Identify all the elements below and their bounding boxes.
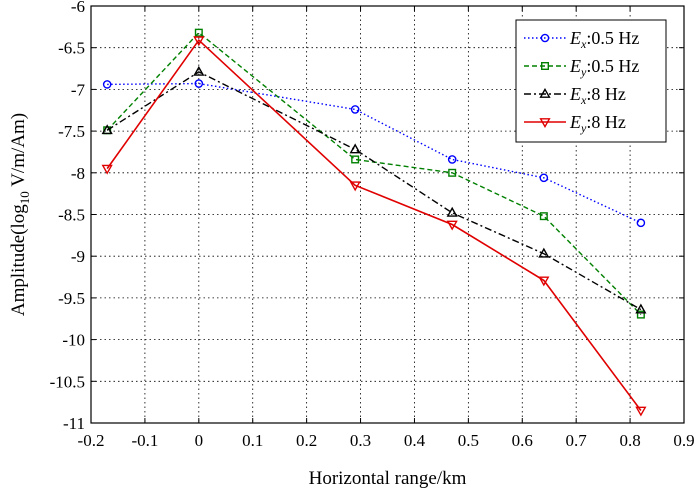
y-tick-label: -9 bbox=[71, 247, 85, 266]
y-tick-label: -11 bbox=[63, 414, 85, 433]
y-tick-label: -10.5 bbox=[50, 372, 85, 391]
x-tick-label: 0.4 bbox=[404, 431, 426, 450]
legend-marker bbox=[541, 62, 550, 71]
x-tick-label: -0.2 bbox=[78, 431, 105, 450]
x-tick-label: 0.2 bbox=[296, 431, 317, 450]
y-tick-label: -10 bbox=[62, 331, 85, 350]
data-point bbox=[102, 80, 112, 89]
data-point bbox=[447, 155, 457, 164]
data-point bbox=[194, 79, 204, 88]
x-tick-label: 0 bbox=[195, 431, 204, 450]
data-point bbox=[349, 181, 361, 192]
y-axis-title-suffix: V/m/Am) bbox=[8, 113, 29, 191]
data-point bbox=[636, 310, 645, 319]
x-axis-tick-labels: -0.2 -0.1 0 0.1 0.2 0.3 0.4 0.5 0.6 0.7 0.8 0.9 bbox=[78, 431, 695, 450]
y-axis-tick-labels: -6 -6.5 -7 -7.5 -8 -8.5 -9 -9.5 -10 -10.5 -11 bbox=[50, 0, 86, 433]
legend-label: Ex:8 Hz bbox=[569, 84, 626, 107]
legend-label: Ex:0.5 Hz bbox=[569, 28, 639, 51]
x-tick-label: 0.5 bbox=[458, 431, 479, 450]
series-4 bbox=[101, 36, 647, 417]
data-point bbox=[538, 276, 550, 287]
x-tick-label: 0.3 bbox=[350, 431, 371, 450]
series-line bbox=[106, 38, 642, 411]
legend-item: Ex:0.5 Hz bbox=[524, 28, 639, 51]
series-line bbox=[107, 82, 642, 224]
y-tick-label: -7 bbox=[71, 80, 86, 99]
y-axis-title-prefix: Amplitude(log bbox=[8, 204, 29, 316]
data-point bbox=[448, 168, 457, 177]
legend-item: Ex:8 Hz bbox=[524, 84, 626, 107]
data-point bbox=[101, 164, 113, 175]
data-point bbox=[636, 218, 646, 228]
x-tick-label: 0.9 bbox=[673, 431, 694, 450]
y-tick-label: -6 bbox=[71, 0, 85, 16]
x-tick-label: 0.7 bbox=[566, 431, 588, 450]
legend-item: Ey:8 Hz bbox=[524, 112, 626, 135]
data-point bbox=[539, 173, 549, 183]
series-group bbox=[101, 28, 647, 417]
series-3 bbox=[101, 65, 647, 314]
data-point bbox=[101, 124, 113, 135]
y-tick-label: -8.5 bbox=[58, 206, 85, 225]
data-point bbox=[538, 247, 550, 258]
data-point bbox=[351, 155, 360, 164]
x-tick-label: -0.1 bbox=[131, 431, 158, 450]
x-tick-label: 0.6 bbox=[512, 431, 533, 450]
y-axis-title-subscript: 10 bbox=[17, 191, 32, 204]
series-line bbox=[106, 31, 642, 316]
x-axis-title: Horizontal range/km bbox=[309, 468, 467, 489]
data-point bbox=[193, 65, 205, 76]
legend-item: Ey:0.5 Hz bbox=[524, 56, 639, 79]
y-tick-label: -6.5 bbox=[58, 39, 85, 58]
data-point bbox=[539, 212, 548, 221]
data-point bbox=[446, 206, 458, 217]
y-tick-label: -7.5 bbox=[58, 122, 85, 141]
legend-marker bbox=[540, 33, 550, 43]
data-point bbox=[350, 105, 360, 114]
data-point bbox=[349, 143, 361, 154]
y-tick-label: -8 bbox=[71, 164, 85, 183]
series-1 bbox=[102, 79, 646, 228]
grid bbox=[91, 6, 684, 423]
legend-label: Ey:0.5 Hz bbox=[569, 56, 639, 79]
legend-marker bbox=[539, 118, 551, 129]
legend-label: Ey:8 Hz bbox=[569, 112, 626, 135]
data-point bbox=[194, 28, 203, 37]
y-tick-label: -9.5 bbox=[58, 289, 85, 308]
data-point bbox=[635, 303, 647, 314]
series-line bbox=[106, 71, 642, 311]
data-point bbox=[635, 406, 647, 417]
axis-ticks bbox=[90, 5, 685, 424]
data-point bbox=[446, 220, 458, 231]
x-tick-label: 0.8 bbox=[619, 431, 640, 450]
legend: Ex:0.5 Hz Ey:0.5 Hz Ex:8 Hz Ey:8 Hz bbox=[515, 19, 667, 143]
x-tick-label: 0.1 bbox=[242, 431, 263, 450]
data-point bbox=[193, 36, 205, 47]
legend-marker bbox=[539, 87, 551, 98]
y-axis-title: Amplitude(log10 V/m/Am) bbox=[8, 113, 32, 316]
